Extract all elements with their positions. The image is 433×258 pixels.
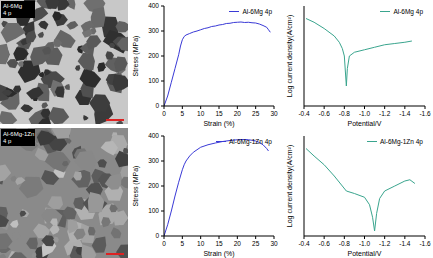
svg-text:Strain (%): Strain (%) — [203, 250, 234, 258]
svg-text:4 p: 4 p — [3, 138, 12, 144]
svg-text:100: 100 — [148, 77, 159, 84]
svg-text:Strain (%): Strain (%) — [203, 120, 234, 128]
html-text:Al-6Mg-1Zn 4p: Al-6Mg-1Zn 4p — [380, 138, 423, 145]
html-text:Al-6Mg 4p: Al-6Mg 4p — [393, 8, 423, 15]
svg-text:Al-6Mg-1Zn: Al-6Mg-1Zn — [3, 131, 34, 137]
svg-text:Potential/V: Potential/V — [348, 250, 382, 257]
svg-text:5: 5 — [181, 110, 185, 117]
svg-text:25: 25 — [252, 110, 260, 117]
svg-text:0: 0 — [162, 240, 166, 247]
svg-text:-1.4: -1.4 — [399, 110, 411, 117]
svg-text:20: 20 — [234, 110, 242, 117]
svg-text:Stress (MPa): Stress (MPa) — [132, 36, 140, 77]
svg-text:25: 25 — [252, 240, 260, 247]
svg-text:400: 400 — [148, 132, 159, 139]
html-text:Al-6Mg-1Zn 4p: Al-6Mg-1Zn 4p — [229, 138, 272, 145]
svg-text:30: 30 — [270, 110, 278, 117]
svg-text:-1.2: -1.2 — [379, 240, 391, 247]
svg-text:-0.6: -0.6 — [319, 240, 331, 247]
svg-text:Al-6Mg: Al-6Mg — [3, 3, 22, 9]
svg-text:-1.4: -1.4 — [399, 240, 411, 247]
svg-text:0: 0 — [155, 102, 159, 109]
svg-text:-0.4: -0.4 — [298, 240, 310, 247]
svg-text:0: 0 — [155, 232, 159, 239]
svg-text:200: 200 — [148, 52, 159, 59]
svg-text:15: 15 — [215, 240, 223, 247]
svg-text:Log current density(A/cm²): Log current density(A/cm²) — [286, 15, 294, 97]
html-text:Al-6Mg 4p: Al-6Mg 4p — [242, 8, 272, 15]
svg-text:10: 10 — [197, 240, 205, 247]
svg-text:20: 20 — [234, 240, 242, 247]
svg-text:5: 5 — [181, 240, 185, 247]
svg-text:200: 200 — [148, 182, 159, 189]
svg-text:-0.8: -0.8 — [339, 110, 351, 117]
svg-text:Stress (MPa): Stress (MPa) — [132, 166, 140, 207]
svg-text:0: 0 — [162, 110, 166, 117]
svg-text:100: 100 — [148, 207, 159, 214]
svg-text:-0.4: -0.4 — [298, 110, 310, 117]
svg-text:4 p: 4 p — [3, 10, 12, 16]
svg-text:400: 400 — [148, 2, 159, 9]
svg-text:-1.0: -1.0 — [359, 240, 371, 247]
svg-text:15: 15 — [215, 110, 223, 117]
svg-text:10: 10 — [197, 110, 205, 117]
svg-text:Log current density(A/cm²): Log current density(A/cm²) — [286, 145, 294, 227]
svg-text:-1.6: -1.6 — [419, 110, 431, 117]
svg-text:-0.6: -0.6 — [319, 110, 331, 117]
svg-text:300: 300 — [148, 157, 159, 164]
svg-text:Potential/V: Potential/V — [348, 120, 382, 127]
svg-text:-0.8: -0.8 — [339, 240, 351, 247]
svg-text:-1.0: -1.0 — [359, 110, 371, 117]
svg-text:-1.6: -1.6 — [419, 240, 431, 247]
svg-text:30: 30 — [270, 240, 278, 247]
svg-text:300: 300 — [148, 27, 159, 34]
svg-text:-1.2: -1.2 — [379, 110, 391, 117]
